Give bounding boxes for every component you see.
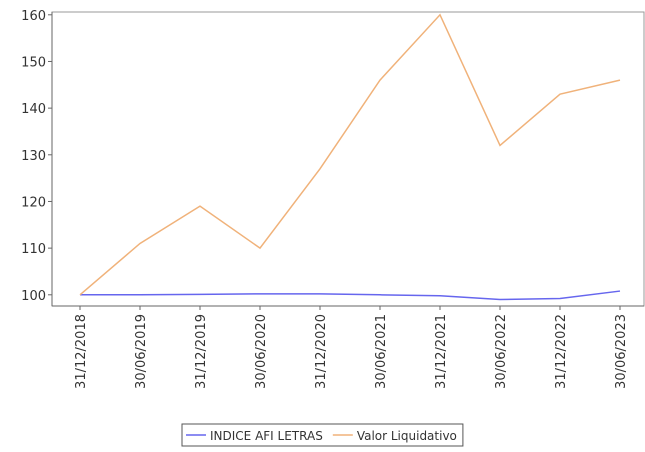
y-tick-label: 140: [21, 102, 46, 117]
plot-frame: [51, 11, 645, 307]
x-tick-label: 30/06/2022: [494, 314, 509, 389]
x-tick-label: 31/12/2019: [194, 314, 209, 389]
x-tick-label: 31/12/2022: [554, 314, 569, 389]
legend-box: [181, 423, 464, 447]
x-tick-label: 30/06/2021: [374, 314, 389, 389]
x-tick-label: 30/06/2019: [134, 314, 149, 389]
y-tick-label: 160: [21, 9, 46, 24]
legend-label: INDICE AFI LETRAS: [210, 429, 323, 443]
y-tick-label: 130: [21, 149, 46, 164]
series-line: [79, 13, 621, 296]
x-tick-label: 31/12/2020: [314, 314, 329, 389]
y-tick-label: 110: [21, 242, 46, 257]
legend-label: Valor Liquidativo: [357, 429, 457, 443]
y-tick-label: 150: [21, 55, 46, 70]
x-tick-label: 30/06/2020: [254, 314, 269, 389]
series-line: [80, 290, 621, 301]
y-tick-label: 120: [21, 195, 46, 210]
y-tick-label: 100: [21, 289, 46, 304]
x-tick-label: 30/06/2023: [614, 314, 629, 389]
x-tick-label: 31/12/2021: [434, 314, 449, 389]
legend: INDICE AFI LETRAS Valor Liquidativo: [181, 423, 464, 447]
x-tick-label: 31/12/2018: [74, 314, 89, 389]
